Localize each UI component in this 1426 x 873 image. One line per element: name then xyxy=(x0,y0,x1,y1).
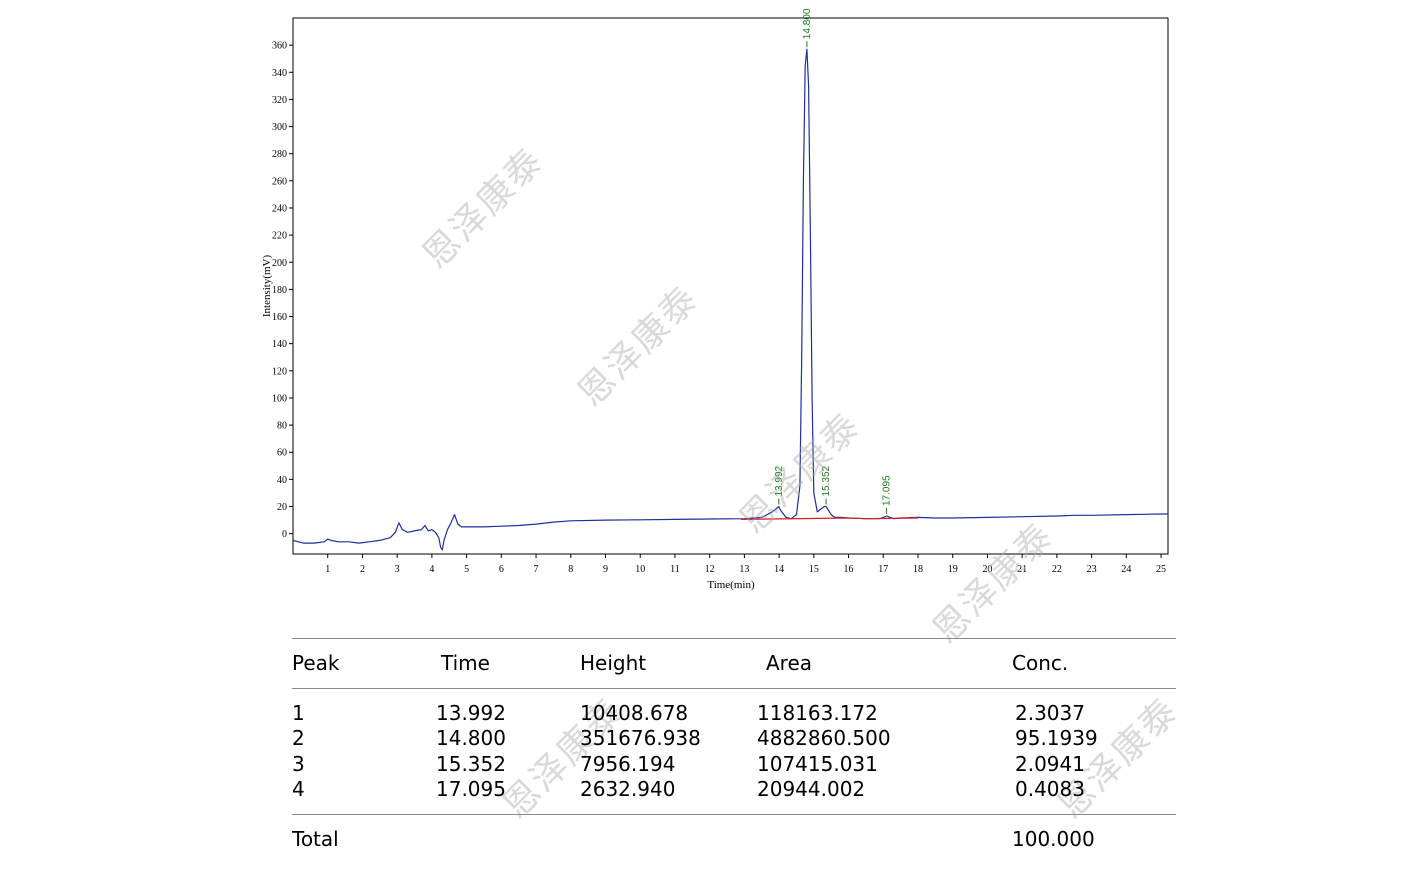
cell-conc: 0.4083 xyxy=(1015,777,1085,801)
cell-area: 20944.002 xyxy=(757,777,866,801)
y-tick-label: 60 xyxy=(277,448,287,459)
cell-peak: 2 xyxy=(292,726,305,750)
cell-conc: 2.0941 xyxy=(1015,752,1085,776)
y-axis: 0 20 40 60 80 100 120 140 160 180 200 220 240 260 280 3… xyxy=(272,41,293,540)
peak-label: 15.352 xyxy=(821,465,832,496)
table-total-rule xyxy=(292,814,1176,815)
y-tick-label: 280 xyxy=(272,149,287,160)
y-tick-label: 180 xyxy=(272,285,287,296)
cell-time: 14.800 xyxy=(436,726,506,750)
x-tick-label: 1 xyxy=(325,564,330,575)
x-tick-label: 18 xyxy=(913,564,923,575)
peak-label: 14.800 xyxy=(802,8,813,39)
total-label: Total xyxy=(292,827,339,851)
y-tick-label: 20 xyxy=(277,502,287,513)
x-tick-label: 9 xyxy=(603,564,608,575)
header-area: Area xyxy=(766,651,813,675)
cell-area: 4882860.500 xyxy=(757,726,891,750)
cell-time: 13.992 xyxy=(436,701,506,725)
x-tick-label: 12 xyxy=(705,564,715,575)
x-tick-label: 16 xyxy=(844,564,854,575)
x-tick-label: 14 xyxy=(774,564,784,575)
cell-conc: 2.3037 xyxy=(1015,701,1085,725)
y-tick-label: 80 xyxy=(277,421,287,432)
y-tick-label: 240 xyxy=(272,203,287,214)
x-tick-label: 25 xyxy=(1156,564,1166,575)
y-tick-label: 160 xyxy=(272,312,287,323)
x-tick-label: 10 xyxy=(635,564,645,575)
header-conc: Conc. xyxy=(1012,651,1069,675)
x-tick-label: 3 xyxy=(395,564,400,575)
y-axis-title: Intensity(mV) xyxy=(261,255,273,318)
cell-height: 2632.940 xyxy=(580,777,676,801)
cell-time: 17.095 xyxy=(436,777,506,801)
peak-label: 13.992 xyxy=(774,465,785,496)
cell-peak: 3 xyxy=(292,752,305,776)
cell-peak: 4 xyxy=(292,777,305,801)
x-tick-label: 11 xyxy=(670,564,680,575)
cell-time: 15.352 xyxy=(436,752,506,776)
peak-labels: 13.992 14.800 15.352 17.095 xyxy=(774,8,893,515)
x-tick-label: 22 xyxy=(1052,564,1062,575)
x-tick-label: 17 xyxy=(878,564,888,575)
table-top-rule xyxy=(292,638,1176,639)
total-value: 100.000 xyxy=(1012,827,1095,851)
chromatogram-trace xyxy=(292,48,1168,551)
x-axis-title: Time(min) xyxy=(707,579,755,591)
header-peak: Peak xyxy=(292,651,340,675)
x-tick-label: 24 xyxy=(1121,564,1131,575)
y-tick-label: 100 xyxy=(272,393,287,404)
x-tick-label: 8 xyxy=(568,564,573,575)
cell-conc: 95.1939 xyxy=(1015,726,1098,750)
series-layer xyxy=(292,48,1168,551)
x-tick-label: 4 xyxy=(429,564,434,575)
y-tick-label: 300 xyxy=(272,122,287,133)
cell-height: 7956.194 xyxy=(580,752,676,776)
y-tick-label: 200 xyxy=(272,258,287,269)
x-tick-label: 21 xyxy=(1017,564,1027,575)
cell-area: 107415.031 xyxy=(757,752,878,776)
y-tick-label: 220 xyxy=(272,231,287,242)
x-axis: 1 2 3 4 5 6 7 8 9 10 11 12 13 14 15 16 17 18 19 20 21 22 23 24 2… xyxy=(325,554,1166,575)
cell-peak: 1 xyxy=(292,701,305,725)
y-tick-label: 40 xyxy=(277,475,287,486)
header-time: Time xyxy=(441,651,490,675)
x-tick-label: 23 xyxy=(1087,564,1097,575)
y-tick-label: 0 xyxy=(282,529,287,540)
x-tick-label: 20 xyxy=(982,564,992,575)
cell-area: 118163.172 xyxy=(757,701,878,725)
y-tick-label: 120 xyxy=(272,366,287,377)
y-tick-label: 360 xyxy=(272,41,287,52)
cell-height: 351676.938 xyxy=(580,726,701,750)
x-tick-label: 6 xyxy=(499,564,504,575)
y-tick-label: 260 xyxy=(272,176,287,187)
cell-height: 10408.678 xyxy=(580,701,689,725)
x-tick-label: 7 xyxy=(534,564,539,575)
x-tick-label: 19 xyxy=(948,564,958,575)
y-tick-label: 320 xyxy=(272,95,287,106)
table-header-rule xyxy=(292,688,1176,689)
y-tick-label: 340 xyxy=(272,68,287,79)
x-tick-label: 5 xyxy=(464,564,469,575)
peak-label: 17.095 xyxy=(882,475,893,506)
baseline-trace xyxy=(740,517,919,520)
x-tick-label: 2 xyxy=(360,564,365,575)
x-tick-label: 13 xyxy=(739,564,749,575)
plot-frame xyxy=(292,17,1169,555)
x-tick-label: 15 xyxy=(809,564,819,575)
header-height: Height xyxy=(580,651,647,675)
y-tick-label: 140 xyxy=(272,339,287,350)
